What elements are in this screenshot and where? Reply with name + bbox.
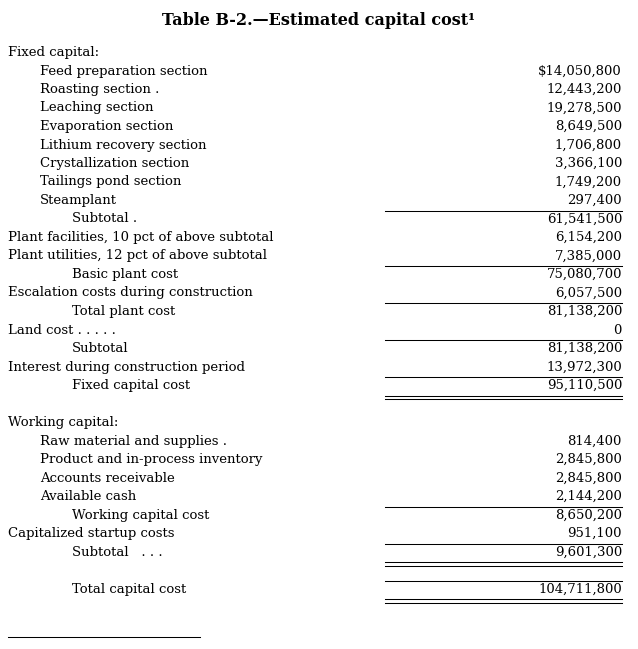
Text: 12,443,200: 12,443,200 (547, 83, 622, 96)
Text: 61,541,500: 61,541,500 (547, 212, 622, 225)
Text: 951,100: 951,100 (567, 527, 622, 540)
Text: $14,050,800: $14,050,800 (538, 64, 622, 77)
Text: 8,650,200: 8,650,200 (555, 509, 622, 522)
Text: 19,278,500: 19,278,500 (547, 101, 622, 114)
Text: 6,154,200: 6,154,200 (555, 231, 622, 244)
Text: Working capital cost: Working capital cost (72, 509, 209, 522)
Text: Steamplant: Steamplant (40, 194, 117, 207)
Text: 7,385,000: 7,385,000 (555, 249, 622, 262)
Text: 13,972,300: 13,972,300 (546, 360, 622, 374)
Text: Feed preparation section: Feed preparation section (40, 64, 207, 77)
Text: Tailings pond section: Tailings pond section (40, 175, 181, 188)
Text: Fixed capital cost: Fixed capital cost (72, 379, 190, 392)
Text: Capitalized startup costs: Capitalized startup costs (8, 527, 175, 540)
Text: 0: 0 (614, 323, 622, 336)
Text: Available cash: Available cash (40, 490, 137, 503)
Text: Raw material and supplies .: Raw material and supplies . (40, 434, 227, 448)
Text: Total capital cost: Total capital cost (72, 583, 186, 596)
Text: 2,144,200: 2,144,200 (555, 490, 622, 503)
Text: 9,601,300: 9,601,300 (555, 546, 622, 559)
Text: 2,845,800: 2,845,800 (555, 472, 622, 485)
Text: Plant facilities, 10 pct of above subtotal: Plant facilities, 10 pct of above subtot… (8, 231, 274, 244)
Text: Roasting section .: Roasting section . (40, 83, 160, 96)
Text: 104,711,800: 104,711,800 (538, 583, 622, 596)
Text: Table B-2.—Estimated capital cost¹: Table B-2.—Estimated capital cost¹ (163, 12, 475, 29)
Text: Product and in-process inventory: Product and in-process inventory (40, 453, 262, 466)
Text: 81,138,200: 81,138,200 (547, 305, 622, 318)
Text: Interest during construction period: Interest during construction period (8, 360, 245, 374)
Text: 1,749,200: 1,749,200 (555, 175, 622, 188)
Text: 6,057,500: 6,057,500 (555, 286, 622, 299)
Text: 95,110,500: 95,110,500 (547, 379, 622, 392)
Text: Leaching section: Leaching section (40, 101, 154, 114)
Text: Plant utilities, 12 pct of above subtotal: Plant utilities, 12 pct of above subtota… (8, 249, 267, 262)
Text: Accounts receivable: Accounts receivable (40, 472, 175, 485)
Text: 297,400: 297,400 (567, 194, 622, 207)
Text: 8,649,500: 8,649,500 (555, 120, 622, 133)
Text: Subtotal: Subtotal (72, 342, 129, 355)
Text: Land cost . . . . .: Land cost . . . . . (8, 323, 116, 336)
Text: Subtotal .: Subtotal . (72, 212, 137, 225)
Text: 3,366,100: 3,366,100 (554, 157, 622, 170)
Text: Subtotal   . . .: Subtotal . . . (72, 546, 163, 559)
Text: Crystallization section: Crystallization section (40, 157, 189, 170)
Text: 81,138,200: 81,138,200 (547, 342, 622, 355)
Text: Lithium recovery section: Lithium recovery section (40, 138, 207, 151)
Text: 2,845,800: 2,845,800 (555, 453, 622, 466)
Text: Evaporation section: Evaporation section (40, 120, 174, 133)
Text: Total plant cost: Total plant cost (72, 305, 175, 318)
Text: Escalation costs during construction: Escalation costs during construction (8, 286, 253, 299)
Text: Working capital:: Working capital: (8, 416, 119, 429)
Text: 1,706,800: 1,706,800 (555, 138, 622, 151)
Text: 814,400: 814,400 (568, 434, 622, 448)
Text: Fixed capital:: Fixed capital: (8, 46, 99, 59)
Text: 75,080,700: 75,080,700 (547, 268, 622, 281)
Text: Basic plant cost: Basic plant cost (72, 268, 178, 281)
